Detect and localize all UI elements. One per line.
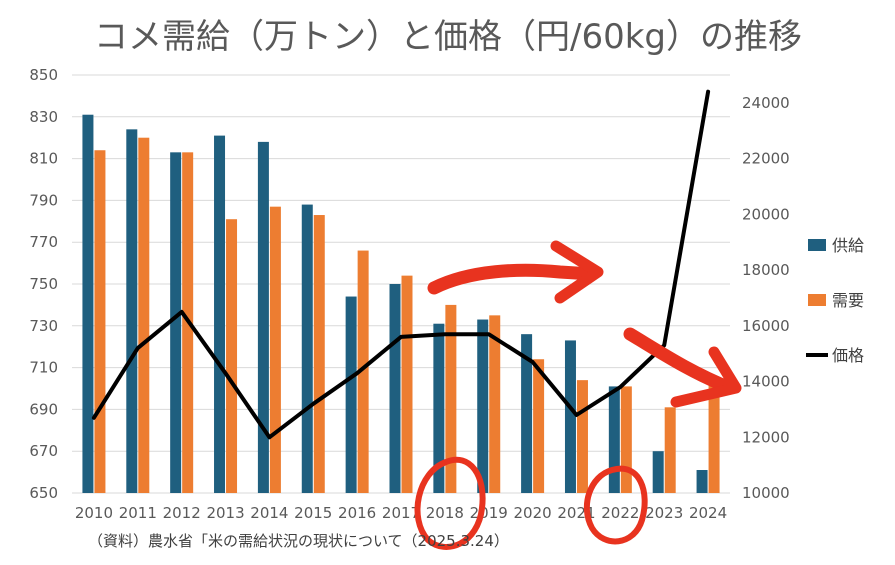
bar-supply <box>608 386 620 493</box>
bar-supply <box>301 204 313 493</box>
bar-series <box>82 114 720 494</box>
bar-supply <box>126 129 138 493</box>
y-left-tick-label: 750 <box>29 275 58 293</box>
y-left-tick-label: 830 <box>29 108 58 126</box>
bar-supply <box>170 152 182 493</box>
y-left-tick-label: 710 <box>29 359 58 377</box>
bar-demand <box>489 315 501 493</box>
bar-demand <box>313 215 325 493</box>
bar-supply <box>433 323 445 493</box>
legend-item-price-label: 価格 <box>832 346 864 365</box>
y-left-tick-label: 850 <box>29 66 58 84</box>
bar-supply <box>564 340 576 493</box>
y-left-tick-label: 770 <box>29 233 58 251</box>
bar-supply <box>389 284 401 493</box>
y-right-tick-label: 20000 <box>742 205 790 223</box>
annotation-circle-2018 <box>414 456 486 550</box>
bar-demand <box>620 386 632 493</box>
bar-demand <box>576 380 588 493</box>
legend-item-supply-label: 供給 <box>832 236 864 255</box>
bar-demand <box>401 275 413 493</box>
bar-demand <box>357 250 369 493</box>
bar-supply <box>345 296 357 493</box>
x-tick-label: 2024 <box>689 504 727 522</box>
y-left-tick-label: 790 <box>29 191 58 209</box>
bar-supply <box>82 114 94 494</box>
y-right-tick-label: 12000 <box>742 428 790 446</box>
legend-item-demand-label: 需要 <box>832 291 864 310</box>
bar-demand <box>664 407 676 493</box>
y-axis-left: 650 670 690 710 730 750 770 790 810 830 850 <box>29 66 58 502</box>
y-left-tick-label: 810 <box>29 150 58 168</box>
y-right-tick-label: 24000 <box>742 94 790 112</box>
annotation-circle-2022 <box>583 465 648 545</box>
x-tick-label: 2012 <box>163 504 201 522</box>
x-tick-label: 2017 <box>382 504 420 522</box>
annotation-arrow-head <box>550 240 604 304</box>
annotation-arrow-shaft <box>623 327 737 395</box>
y-right-tick-label: 16000 <box>742 317 790 335</box>
bar-demand <box>226 219 238 493</box>
x-tick-label: 2023 <box>645 504 683 522</box>
bar-supply <box>214 135 226 494</box>
source-note: （資料）農水省「米の需給状況の現状について（2025.3.24） <box>88 532 509 550</box>
y-right-tick-label: 10000 <box>742 484 790 502</box>
y-left-tick-label: 670 <box>29 442 58 460</box>
y-left-tick-label: 650 <box>29 484 58 502</box>
y-left-tick-label: 690 <box>29 400 58 418</box>
x-tick-label: 2013 <box>206 504 244 522</box>
bar-demand <box>708 378 720 493</box>
chart-grid <box>72 74 730 494</box>
price-line-series <box>91 89 711 440</box>
x-tick-label: 2010 <box>75 504 113 522</box>
bar-demand <box>445 304 457 493</box>
x-axis: 2010 2011 2012 2013 2014 2015 2016 2017 2018 2019… <box>75 504 727 522</box>
x-tick-label: 2011 <box>119 504 157 522</box>
bar-supply <box>696 470 708 493</box>
chart-title: コメ需給（万トン）と価格（円/60kg）の推移 <box>94 17 802 57</box>
y-right-tick-label: 14000 <box>742 373 790 391</box>
y-axis-right: 10000 12000 14000 16000 18000 20000 22000 24000 <box>742 94 790 502</box>
bar-demand <box>94 150 106 494</box>
bar-supply <box>521 334 533 493</box>
annotations <box>414 240 742 550</box>
x-tick-label: 2019 <box>470 504 508 522</box>
x-tick-label: 2016 <box>338 504 376 522</box>
annotation-arrow-shaft <box>427 263 599 295</box>
x-tick-label: 2020 <box>514 504 552 522</box>
y-right-tick-label: 22000 <box>742 150 790 168</box>
x-tick-label: 2022 <box>601 504 639 522</box>
annotation-arrow-head <box>670 346 742 408</box>
legend-item-demand-swatch <box>808 294 826 306</box>
bar-supply <box>477 319 489 493</box>
y-right-tick-label: 18000 <box>742 261 790 279</box>
x-tick-label: 2014 <box>250 504 288 522</box>
x-tick-label: 2015 <box>294 504 332 522</box>
bar-demand <box>533 359 545 493</box>
bar-demand <box>138 137 150 493</box>
x-tick-label: 2018 <box>426 504 464 522</box>
legend-item-supply-swatch <box>808 239 826 251</box>
bar-supply <box>257 141 269 493</box>
bar-supply <box>652 451 664 493</box>
y-left-tick-label: 730 <box>29 317 58 335</box>
bar-demand <box>269 206 281 494</box>
